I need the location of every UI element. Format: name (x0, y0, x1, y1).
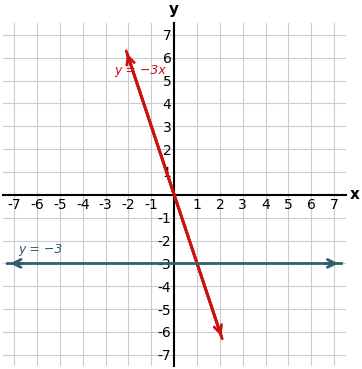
Text: y = −3x: y = −3x (115, 64, 167, 77)
Text: y: y (169, 1, 179, 17)
Text: y = −3: y = −3 (19, 243, 63, 256)
Text: x: x (350, 187, 360, 202)
